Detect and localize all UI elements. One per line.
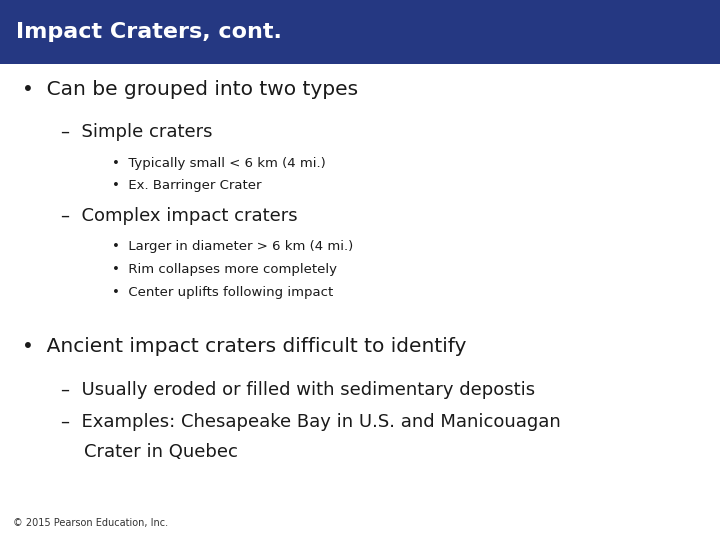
- Text: –  Examples: Chesapeake Bay in U.S. and Manicouagan: – Examples: Chesapeake Bay in U.S. and M…: [61, 413, 561, 431]
- Text: –  Usually eroded or filled with sedimentary depostis: – Usually eroded or filled with sediment…: [61, 381, 536, 399]
- Text: –  Complex impact craters: – Complex impact craters: [61, 207, 298, 225]
- Text: © 2015 Pearson Education, Inc.: © 2015 Pearson Education, Inc.: [13, 518, 168, 528]
- Text: •  Center uplifts following impact: • Center uplifts following impact: [112, 286, 333, 299]
- FancyBboxPatch shape: [0, 0, 720, 64]
- Text: •  Ancient impact craters difficult to identify: • Ancient impact craters difficult to id…: [22, 337, 466, 356]
- Text: •  Typically small < 6 km (4 mi.): • Typically small < 6 km (4 mi.): [112, 157, 325, 170]
- Text: •  Can be grouped into two types: • Can be grouped into two types: [22, 79, 358, 99]
- Text: •  Ex. Barringer Crater: • Ex. Barringer Crater: [112, 179, 261, 192]
- Text: Crater in Quebec: Crater in Quebec: [61, 443, 238, 461]
- Text: –  Simple craters: – Simple craters: [61, 123, 212, 141]
- Text: •  Larger in diameter > 6 km (4 mi.): • Larger in diameter > 6 km (4 mi.): [112, 240, 353, 253]
- Text: •  Rim collapses more completely: • Rim collapses more completely: [112, 263, 337, 276]
- Text: Impact Craters, cont.: Impact Craters, cont.: [16, 22, 282, 42]
